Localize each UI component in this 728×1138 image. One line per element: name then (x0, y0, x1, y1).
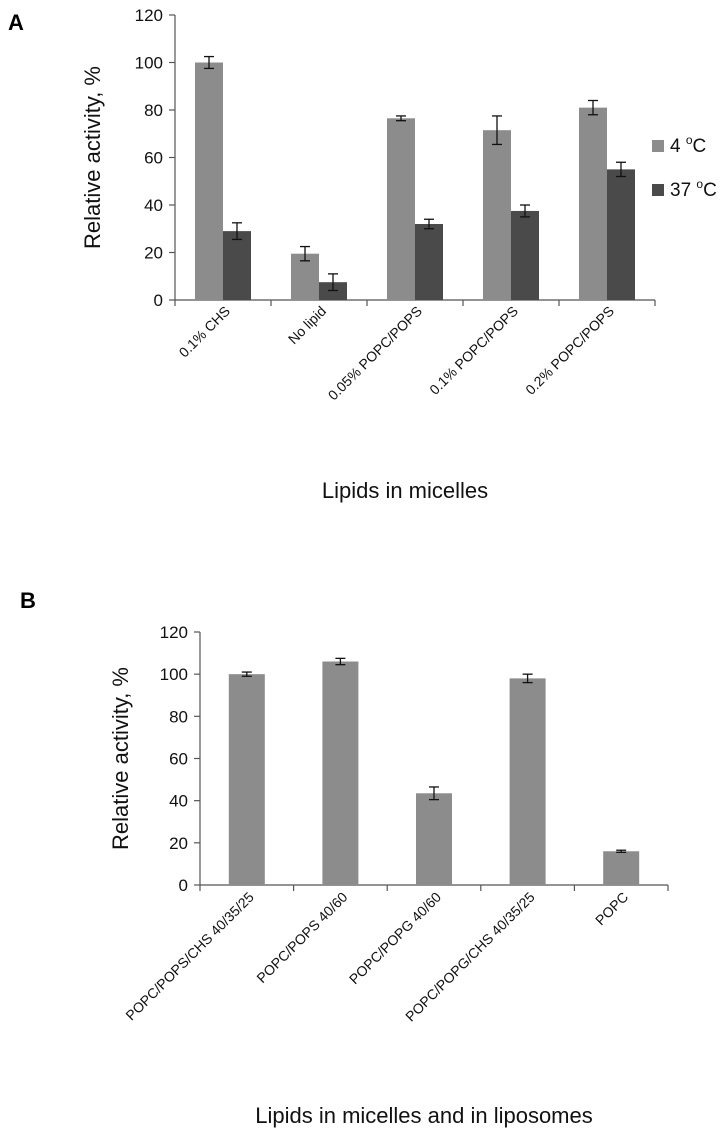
x-category-label: POPC/POPS/CHS 40/35/25 (122, 889, 257, 1024)
bar (607, 169, 635, 300)
x-category-label: 0.2% POPC/POPS (522, 303, 617, 398)
legend-label-unit: C (693, 136, 707, 157)
legend-swatch (652, 140, 664, 152)
bar (509, 678, 546, 885)
bar (223, 231, 251, 300)
x-category-label: No lipid (285, 303, 329, 347)
y-tick-label: 40 (144, 196, 163, 215)
bar (415, 224, 443, 300)
x-category-label: 0.05% POPC/POPS (325, 303, 425, 403)
y-tick-label: 60 (144, 149, 163, 168)
x-axis-title: Lipids in micelles and in liposomes (255, 1103, 593, 1128)
legend-label-unit: C (703, 180, 717, 201)
y-tick-label: 100 (160, 665, 188, 684)
y-tick-label: 100 (135, 54, 163, 73)
bar (416, 793, 452, 885)
bar (603, 851, 640, 885)
bar (579, 107, 607, 300)
x-category-label: 0.1% POPC/POPS (426, 303, 521, 398)
y-tick-label: 40 (169, 792, 188, 811)
x-category-label: POPC (592, 889, 631, 928)
y-tick-label: 80 (144, 101, 163, 120)
y-tick-label: 60 (169, 750, 188, 769)
bar (228, 674, 265, 885)
y-tick-label: 20 (144, 244, 163, 263)
y-tick-label: 80 (169, 707, 188, 726)
bar (387, 118, 415, 300)
bar (195, 62, 223, 300)
legend-swatch (652, 184, 664, 196)
y-axis-title: Relative activity, % (80, 66, 105, 249)
y-tick-label: 0 (154, 291, 163, 310)
bar (483, 130, 511, 300)
y-tick-label: 120 (160, 623, 188, 642)
x-category-label: POPC/POPS 40/60 (253, 889, 350, 986)
x-category-label: 0.1% CHS (176, 303, 234, 361)
bar (511, 210, 539, 300)
bar (322, 661, 359, 885)
y-tick-label: 0 (179, 876, 188, 895)
x-category-label: POPC/POPG 40/60 (346, 889, 444, 987)
y-tick-label: 120 (135, 6, 163, 25)
y-axis-title: Relative activity, % (108, 667, 133, 850)
legend-label-sup: o (696, 177, 703, 191)
legend-label: 4 oC (670, 133, 706, 157)
legend-label-base: 4 (670, 136, 686, 157)
panel-label: A (8, 10, 24, 35)
y-tick-label: 20 (169, 834, 188, 853)
legend-label-sup: o (686, 133, 693, 147)
legend-label-base: 37 (670, 180, 696, 201)
x-axis-title: Lipids in micelles (322, 478, 488, 503)
legend-label: 37 oC (670, 177, 717, 201)
panel-label: B (20, 588, 36, 613)
